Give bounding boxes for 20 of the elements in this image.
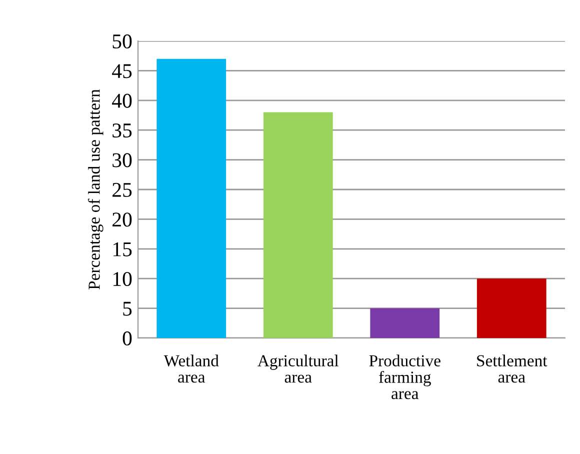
y-tick-label: 35: [112, 124, 132, 138]
y-tick-label: 0: [122, 331, 132, 346]
y-tick-label: 25: [112, 182, 132, 197]
y-tick-label: 5: [123, 302, 132, 316]
y-tick-label: 45: [112, 64, 132, 78]
x-tick-label: Settlement area: [477, 354, 548, 383]
bar: [156, 58, 226, 338]
bar: [476, 278, 546, 338]
bar: [263, 112, 333, 338]
y-axis-title: Percentage of land use pattern: [88, 89, 104, 290]
x-tick-label: Agricultural area: [258, 354, 339, 383]
y-tick-label: 15: [113, 242, 132, 256]
y-tick-label: 20: [112, 212, 132, 227]
y-tick-label: 10: [113, 272, 132, 286]
x-tick-label: Productive farming area: [369, 354, 440, 400]
y-tick-label: 50: [112, 34, 132, 48]
bar: [370, 308, 440, 338]
y-tick-label: 40: [112, 94, 132, 108]
y-tick-label: 30: [112, 153, 132, 168]
x-tick-label: Wetland area: [164, 354, 219, 383]
